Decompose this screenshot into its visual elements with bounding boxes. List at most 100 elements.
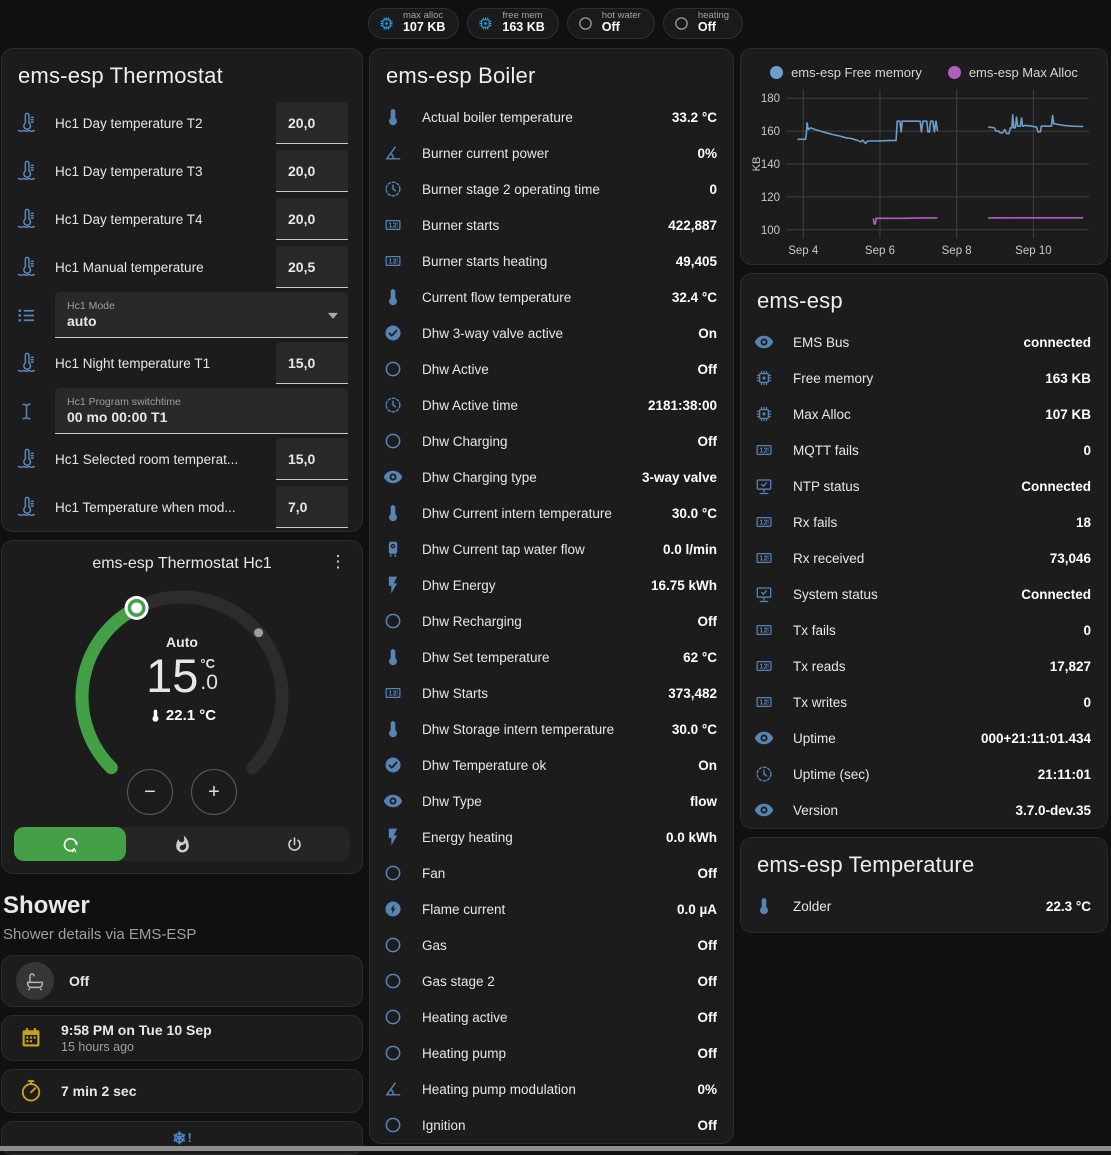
circle-icon bbox=[383, 611, 403, 631]
entity-row[interactable]: Actual boiler temperature 33.2 °C bbox=[370, 99, 733, 135]
entity-row[interactable]: Dhw Charging type 3-way valve bbox=[370, 459, 733, 495]
entity-label: Uptime (sec) bbox=[793, 766, 870, 782]
svg-text:1: 1 bbox=[759, 519, 763, 527]
entity-row[interactable]: NTP status Connected bbox=[741, 468, 1107, 504]
entity-value: Off bbox=[697, 1045, 718, 1061]
entity-row[interactable]: Zolder 22.3 °C bbox=[741, 888, 1107, 924]
entity-row[interactable]: Dhw Energy 16.75 kWh bbox=[370, 567, 733, 603]
chip-icon bbox=[754, 404, 774, 424]
shower-item-primary: 9:58 PM on Tue 10 Sep bbox=[61, 1022, 212, 1038]
header-badge[interactable]: max alloc 107 KB bbox=[367, 7, 460, 39]
legend-label: ems-esp Free memory bbox=[791, 65, 922, 80]
entity-row[interactable]: Max Alloc 107 KB bbox=[741, 396, 1107, 432]
entity-row[interactable]: Dhw Active Off bbox=[370, 351, 733, 387]
number-input[interactable]: 20,5 bbox=[276, 246, 348, 288]
mode-off-button[interactable] bbox=[238, 827, 350, 861]
entity-row[interactable]: Dhw Charging Off bbox=[370, 423, 733, 459]
entity-row[interactable]: Flame current 0.0 µA bbox=[370, 891, 733, 927]
number-input[interactable]: 20,0 bbox=[276, 102, 348, 144]
badge-label: free mem bbox=[502, 9, 543, 21]
legend-item[interactable]: ems-esp Max Alloc bbox=[947, 65, 1078, 80]
entity-value: flow bbox=[690, 793, 717, 809]
entity-row[interactable]: Uptime 000+21:11:01.434 bbox=[741, 720, 1107, 756]
svg-text:1: 1 bbox=[388, 258, 392, 266]
hvac-mode-bar: A bbox=[14, 827, 350, 861]
entity-label: Dhw Storage intern temperature bbox=[422, 721, 615, 737]
entity-row[interactable]: System status Connected bbox=[741, 576, 1107, 612]
entity-row[interactable]: Dhw Temperature ok On bbox=[370, 747, 733, 783]
shower-item[interactable]: 9:58 PM on Tue 10 Sep 15 hours ago bbox=[1, 1015, 363, 1061]
entity-label: Max Alloc bbox=[793, 406, 851, 422]
entity-row[interactable]: Heating pump modulation 0% bbox=[370, 1071, 733, 1107]
progress-clock-icon bbox=[754, 764, 774, 784]
entity-row[interactable]: Free memory 163 KB bbox=[741, 360, 1107, 396]
mode-auto-button[interactable]: A bbox=[14, 827, 126, 861]
entity-value: 33.2 °C bbox=[671, 109, 717, 125]
entity-row[interactable]: Dhw 3-way valve active On bbox=[370, 315, 733, 351]
entity-row[interactable]: EMS Bus connected bbox=[741, 324, 1107, 360]
mode-heat-button[interactable] bbox=[126, 827, 238, 861]
shower-item[interactable]: 7 min 2 sec bbox=[1, 1069, 363, 1113]
entity-row[interactable]: Dhw Storage intern temperature 30.0 °C bbox=[370, 711, 733, 747]
entity-label: NTP status bbox=[793, 478, 860, 494]
svg-text:2: 2 bbox=[764, 627, 768, 635]
entity-value: Off bbox=[697, 937, 718, 953]
shower-item[interactable]: Off bbox=[1, 955, 363, 1007]
entity-value: 422,887 bbox=[668, 217, 717, 233]
entity-row[interactable]: Burner stage 2 operating time 0 bbox=[370, 171, 733, 207]
entity-row[interactable]: Dhw Active time 2181:38:00 bbox=[370, 387, 733, 423]
dial-knob[interactable] bbox=[124, 595, 149, 620]
card-title: ems-esp Thermostat Hc1 bbox=[92, 555, 272, 572]
number-input[interactable]: 15,0 bbox=[276, 342, 348, 384]
entity-row[interactable]: Gas Off bbox=[370, 927, 733, 963]
entity-row[interactable]: Gas stage 2 Off bbox=[370, 963, 733, 999]
entity-row[interactable]: Heating pump Off bbox=[370, 1035, 733, 1071]
entity-row[interactable]: Ignition Off bbox=[370, 1107, 733, 1143]
entity-row[interactable]: Current flow temperature 32.4 °C bbox=[370, 279, 733, 315]
thermometer-water-icon bbox=[15, 112, 38, 135]
entity-row[interactable]: Dhw Current tap water flow 0.0 l/min bbox=[370, 531, 733, 567]
number-input[interactable]: 15,0 bbox=[276, 438, 348, 480]
entity-row[interactable]: Dhw Type flow bbox=[370, 783, 733, 819]
dots-vertical-icon[interactable]: ⋮ bbox=[329, 552, 347, 571]
thermometer-water-icon bbox=[15, 448, 38, 471]
entity-label: Heating pump bbox=[422, 1045, 507, 1061]
entity-value: 2181:38:00 bbox=[647, 397, 717, 413]
number-input[interactable]: 20,0 bbox=[276, 150, 348, 192]
badge-label: heating bbox=[697, 9, 730, 21]
thermostat-dial: Auto 15 °C .0 22.1 °C − + bbox=[59, 577, 305, 815]
entity-row[interactable]: Burner current power 0% bbox=[370, 135, 733, 171]
entity-row[interactable]: Energy heating 0.0 kWh bbox=[370, 819, 733, 855]
header-badge[interactable]: heating Off bbox=[662, 7, 744, 39]
entity-row[interactable]: Dhw Current intern temperature 30.0 °C bbox=[370, 495, 733, 531]
entity-row[interactable]: Uptime (sec) 21:11:01 bbox=[741, 756, 1107, 792]
entity-label: Dhw Set temperature bbox=[422, 649, 550, 665]
input-value: 00 mo 00:00 T1 bbox=[67, 409, 168, 425]
entity-row[interactable]: Dhw Set temperature 62 °C bbox=[370, 639, 733, 675]
header-badge[interactable]: hot water Off bbox=[566, 7, 655, 39]
entity-row[interactable]: Dhw Recharging Off bbox=[370, 603, 733, 639]
number-input[interactable]: 7,0 bbox=[276, 486, 348, 528]
text-input[interactable]: Hc1 Program switchtime 00 mo 00:00 T1 bbox=[55, 388, 348, 434]
card-title: ems-esp Temperature bbox=[757, 852, 975, 877]
svg-text:2: 2 bbox=[764, 699, 768, 707]
select-input[interactable]: Hc1 Mode auto bbox=[55, 292, 348, 338]
entity-row[interactable]: Fan Off bbox=[370, 855, 733, 891]
entity-row[interactable]: Version 3.7.0-dev.35 bbox=[741, 792, 1107, 828]
number-input[interactable]: 20,0 bbox=[276, 198, 348, 240]
entity-value: 0.0 l/min bbox=[662, 541, 717, 557]
temp-increase-button[interactable]: + bbox=[191, 769, 237, 815]
entity-row[interactable]: Heating active Off bbox=[370, 999, 733, 1035]
legend-item[interactable]: ems-esp Free memory bbox=[770, 65, 922, 80]
header-badge[interactable]: free mem 163 KB bbox=[467, 7, 559, 39]
temp-decrease-button[interactable]: − bbox=[127, 769, 173, 815]
